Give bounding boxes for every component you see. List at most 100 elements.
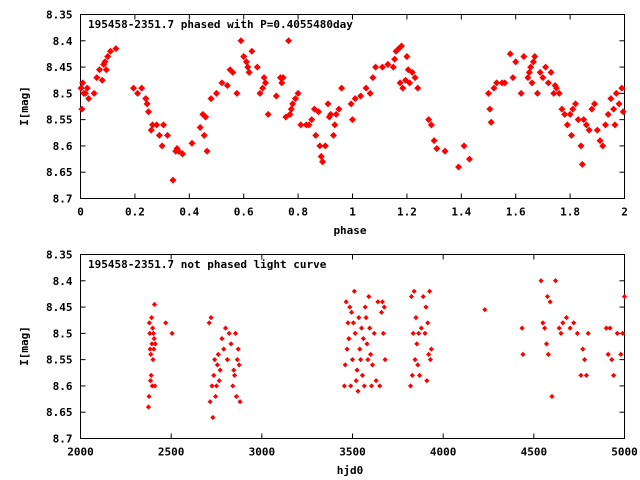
data-point <box>148 372 154 379</box>
data-point <box>229 68 237 76</box>
data-point <box>583 372 590 379</box>
data-point <box>427 357 434 363</box>
data-point <box>96 66 104 74</box>
data-point <box>202 113 210 121</box>
data-point <box>482 307 488 313</box>
data-point <box>233 393 240 400</box>
data-point <box>563 314 570 321</box>
data-point <box>604 110 612 118</box>
data-point <box>216 378 222 384</box>
y-tick-label: 8.6 <box>53 140 73 153</box>
data-point <box>567 131 575 139</box>
data-point <box>533 89 541 97</box>
data-point <box>506 50 514 58</box>
data-point <box>441 147 449 155</box>
data-point <box>130 84 138 92</box>
data-point <box>423 304 429 310</box>
data-point <box>342 362 348 368</box>
data-point <box>611 121 619 129</box>
x-tick-label: 1.2 <box>397 206 417 219</box>
data-point <box>520 351 526 357</box>
data-point <box>402 76 410 84</box>
data-point <box>146 320 153 326</box>
data-point <box>344 346 350 352</box>
data-point <box>77 84 85 92</box>
data-point <box>529 58 537 66</box>
data-point <box>416 330 422 336</box>
data-point <box>200 131 208 139</box>
data-point <box>601 121 609 129</box>
data-point <box>237 37 245 45</box>
data-point <box>556 325 562 331</box>
data-point <box>519 325 525 331</box>
data-point <box>614 330 620 336</box>
data-point <box>552 84 561 92</box>
y-tick-label: 8.55 <box>46 114 73 127</box>
data-point <box>524 74 532 82</box>
data-point <box>426 288 433 294</box>
data-point <box>404 66 412 74</box>
data-point <box>430 137 438 145</box>
data-point <box>381 304 387 310</box>
x-tick-label: 4500 <box>521 446 548 459</box>
data-point <box>174 147 182 155</box>
data-point <box>287 105 295 113</box>
data-point <box>460 142 468 150</box>
data-point <box>580 116 588 124</box>
data-point <box>368 351 374 357</box>
data-point <box>221 346 227 352</box>
data-point <box>348 383 354 389</box>
data-point <box>153 121 161 129</box>
data-point <box>365 357 371 363</box>
data-point <box>286 110 294 118</box>
data-point <box>346 336 352 342</box>
data-point <box>228 341 234 347</box>
unphased-light-curve-panel: 2000 2500 3000 3500 4000 4500 5000 8.35 8.4 8.45 8… <box>18 249 638 478</box>
data-point <box>207 399 213 405</box>
x-tick-label: 1.8 <box>560 206 580 219</box>
data-point <box>248 47 256 55</box>
data-point <box>134 89 142 97</box>
data-point <box>536 68 544 76</box>
data-point <box>212 393 219 400</box>
data-point <box>412 357 418 363</box>
data-point <box>560 320 566 326</box>
data-point <box>571 320 577 326</box>
data-point <box>544 79 552 87</box>
data-point <box>455 163 463 171</box>
data-point <box>361 383 367 389</box>
data-point <box>620 330 626 336</box>
data-point <box>331 121 339 129</box>
x-tick-label: 1.4 <box>451 206 471 219</box>
data-point <box>142 95 150 103</box>
data-point <box>501 79 509 87</box>
data-point <box>517 89 525 97</box>
data-point <box>558 330 564 336</box>
data-point <box>372 63 380 71</box>
y-tick-label: 8.55 <box>46 354 73 367</box>
data-point <box>380 330 386 336</box>
data-point <box>314 108 323 116</box>
data-point <box>231 367 237 373</box>
data-point <box>433 145 441 153</box>
data-point <box>146 393 152 400</box>
x-tick-label: 2500 <box>158 446 185 459</box>
data-point <box>347 100 355 108</box>
data-point <box>355 388 361 394</box>
data-point <box>545 351 551 357</box>
data-point <box>152 341 158 347</box>
data-point <box>222 325 229 331</box>
data-point <box>411 288 417 294</box>
y-tick-label: 8.35 <box>46 249 73 262</box>
data-point <box>151 336 157 342</box>
x-tick-label: 3500 <box>339 446 366 459</box>
data-point <box>413 314 419 321</box>
y-tick-label: 8.4 <box>53 275 73 288</box>
data-point <box>150 325 156 331</box>
data-point <box>305 121 313 129</box>
data-point <box>223 81 231 89</box>
data-point <box>619 108 627 116</box>
data-point <box>152 383 158 389</box>
data-point <box>150 330 157 336</box>
